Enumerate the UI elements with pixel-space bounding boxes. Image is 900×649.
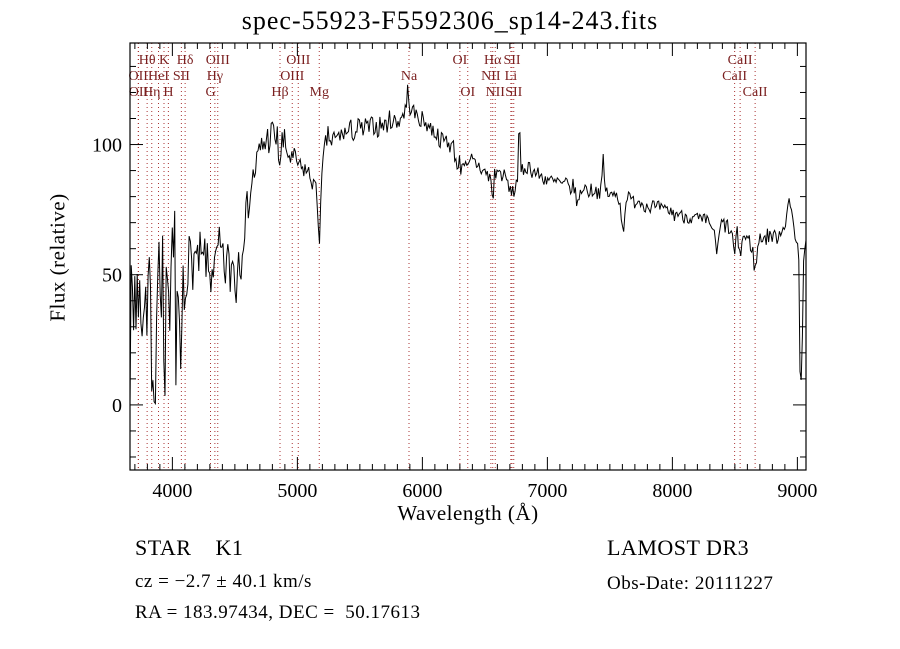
x-tick-label-5000: 5000 — [277, 480, 317, 502]
spectral-reference-lines — [137, 43, 756, 470]
tick-labels: 4000 5000 6000 7000 8000 9000 0 50 100 — [92, 135, 817, 502]
spectral-line-label-Hβ: Hβ — [271, 85, 288, 100]
classification-text: STAR K1 — [135, 535, 244, 560]
spectral-line-label-OI: OI — [460, 85, 475, 100]
y-tick-label-100: 100 — [92, 135, 122, 157]
spectral-line-label-OI: OI — [452, 53, 467, 68]
spectral-line-label-SII: SII — [503, 53, 520, 68]
x-tick-label-6000: 6000 — [402, 480, 442, 502]
spectral-line-label-Li: Li — [505, 69, 518, 84]
spectral-line-label-CaII: CaII — [743, 85, 768, 100]
spectral-line-label-OIII: OIII — [286, 53, 310, 68]
spectral-line-label-CaII: CaII — [722, 69, 747, 84]
spectral-line-label-NII: NII — [481, 69, 501, 84]
spectral-line-label-OII: OII — [129, 85, 149, 100]
radec-text: RA = 183.97434, DEC = 50.17613 — [135, 602, 421, 623]
x-tick-label-8000: 8000 — [652, 480, 692, 502]
spectral-line-label-NII: NII — [486, 85, 506, 100]
y-tick-label-0: 0 — [112, 395, 122, 417]
x-tick-label-4000: 4000 — [152, 480, 192, 502]
spectral-line-label-Mg: Mg — [310, 85, 329, 100]
spectral-line-label-OIII: OIII — [206, 53, 230, 68]
spectral-line-label-SII: SII — [173, 69, 190, 84]
spectral-line-label-Hγ: Hγ — [207, 69, 223, 84]
y-tick-label-50: 50 — [102, 265, 122, 287]
x-tick-label-9000: 9000 — [777, 480, 817, 502]
spectral-line-label-Hθ: Hθ — [139, 53, 156, 68]
spectral-line-label-Hα: Hα — [484, 53, 502, 68]
spectral-line-labels: OIIOIIHθHηHeIKHSIIHδGHγOIIIHβOIIIOIIIMgN… — [129, 53, 768, 100]
survey-text: LAMOST DR3 — [607, 535, 750, 560]
spectral-line-label-SII: SII — [505, 85, 522, 100]
spectral-line-label-OII: OII — [129, 69, 149, 84]
spectral-line-label-Hη: Hη — [143, 85, 160, 100]
spectral-line-label-K: K — [159, 53, 169, 68]
cz-text: cz = −2.7 ± 40.1 km/s — [135, 571, 312, 592]
spectrum-trace — [129, 84, 807, 406]
plot-frame — [129, 42, 807, 471]
plot-title: spec-55923-F5592306_sp14-243.fits — [241, 6, 659, 35]
y-axis-label: Flux (relative) — [45, 193, 70, 322]
x-tick-label-7000: 7000 — [527, 480, 567, 502]
axis-ticks — [130, 43, 806, 470]
spectral-line-label-Na: Na — [401, 69, 418, 84]
spectral-line-label-H: H — [163, 85, 173, 100]
spectral-line-label-G: G — [205, 85, 215, 100]
spectral-line-label-OIII: OIII — [280, 69, 304, 84]
spectral-line-label-CaII: CaII — [728, 53, 753, 68]
spectral-line-label-HeI: HeI — [148, 69, 169, 84]
obs-date-text: Obs-Date: 20111227 — [607, 573, 774, 594]
spectral-line-label-Hδ: Hδ — [177, 53, 194, 68]
x-axis-label: Wavelength (Å) — [397, 501, 539, 525]
